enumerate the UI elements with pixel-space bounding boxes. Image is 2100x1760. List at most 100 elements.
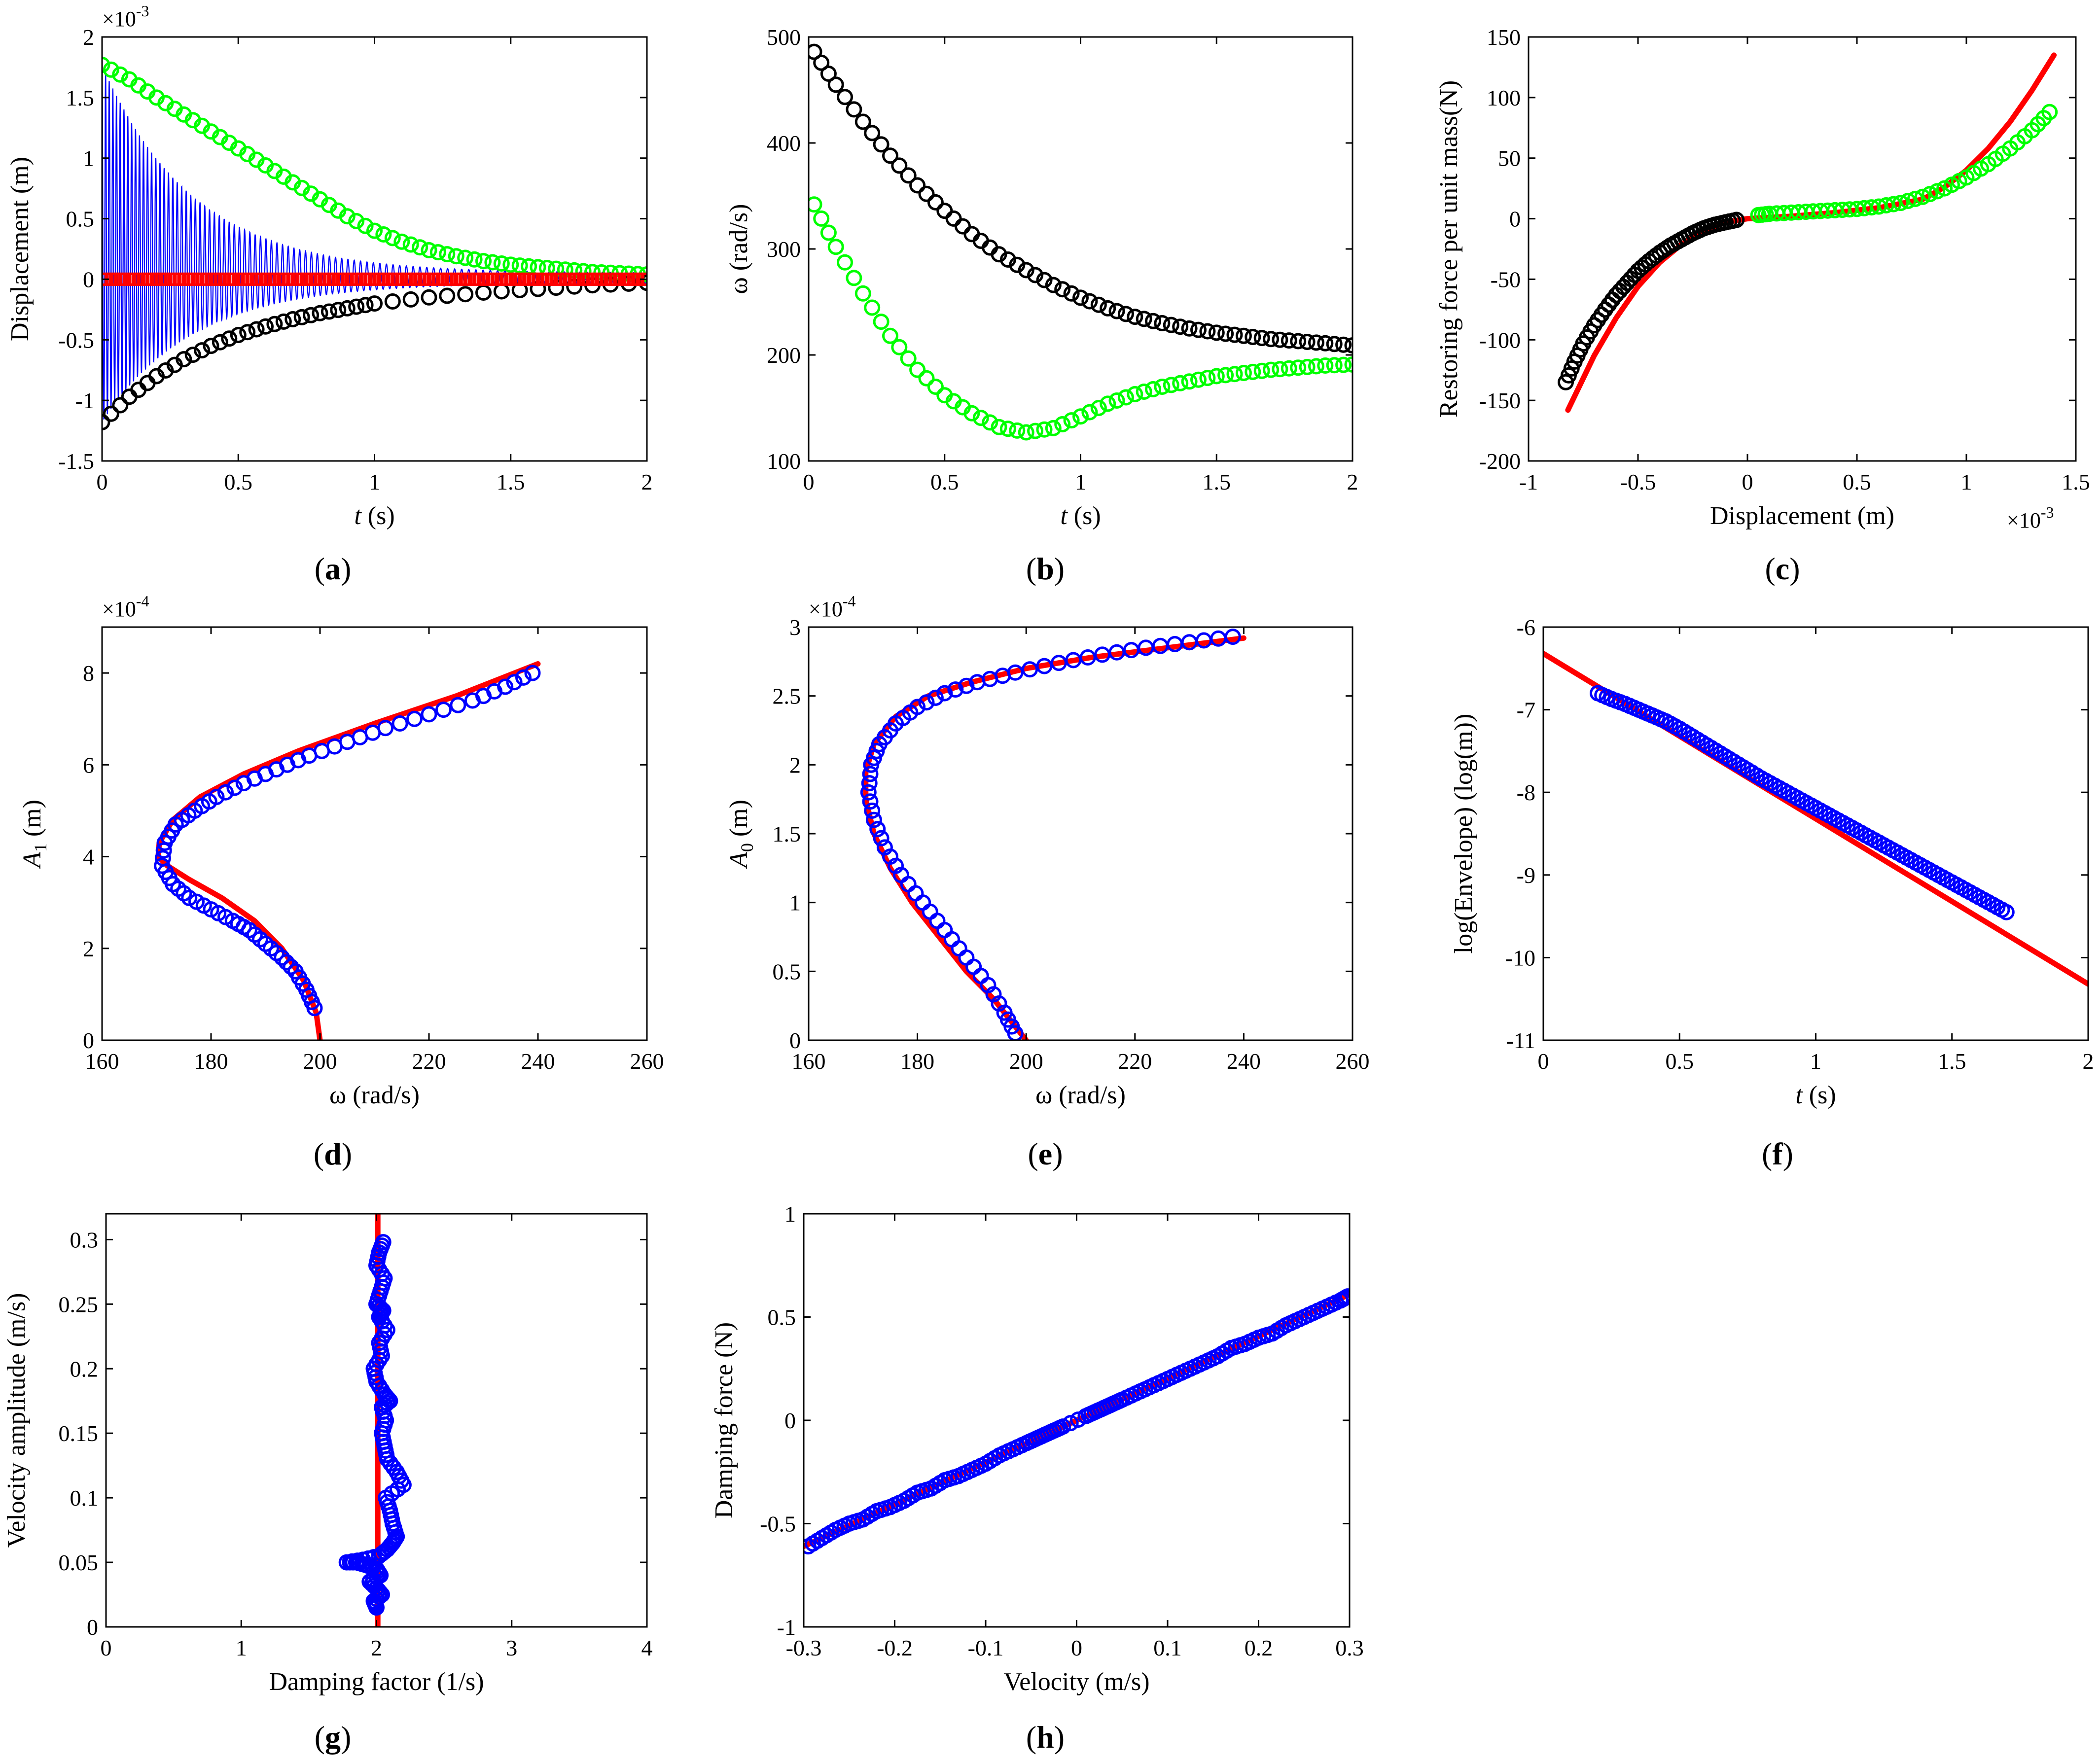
panel-paren: ( [1762, 1136, 1772, 1171]
panel-paren: ( [315, 1720, 325, 1755]
exponent-base: ×10 [2007, 508, 2041, 532]
data-point [155, 842, 172, 859]
panel-letter: g [325, 1720, 341, 1755]
data-point [1100, 395, 1116, 412]
fit-line [155, 661, 541, 1040]
plot-area [154, 661, 541, 1040]
axes-box [808, 36, 1353, 462]
data-point [402, 291, 419, 308]
y-tick-label: 0.25 [59, 1292, 99, 1317]
data-point [1263, 331, 1280, 348]
y-axis-label: log(Envelope) (log(m)) [1450, 714, 1478, 954]
data-point [1224, 629, 1241, 645]
data-point [869, 821, 886, 838]
data-point [1290, 333, 1307, 350]
chart-b: 0 0.5 1 1.5 2 100 200 300 400 500 t (s) ω (rad/s) (b… [725, 25, 1358, 586]
data-point [375, 1234, 392, 1251]
axes-box [1542, 626, 2089, 1041]
data-point [421, 242, 437, 258]
data-point [2041, 104, 2058, 120]
data-point [945, 210, 962, 227]
data-point [230, 327, 247, 343]
x-axis-symbol: t [1060, 502, 1068, 530]
panel-label: (g) [315, 1720, 352, 1755]
chart-h: -0.3 -0.2 -0.1 0 0.1 0.2 0.3 -1 -0.5 0 0.5 1 Velocit… [710, 1201, 1364, 1755]
data-point [972, 410, 989, 426]
data-point [909, 699, 926, 715]
plot-area [1543, 651, 2088, 987]
data-point [102, 57, 110, 73]
axis-exponent: ×10-4 [102, 592, 149, 621]
data-point [194, 342, 211, 359]
data-point [466, 251, 483, 268]
x-tick-label: 1 [1961, 469, 1972, 494]
data-point [936, 922, 953, 938]
y-tick-label: 1.5 [66, 85, 95, 110]
data-point [1181, 320, 1198, 337]
data-point [1929, 183, 1946, 200]
data-point [221, 330, 238, 347]
panel-letter: c [1776, 551, 1789, 586]
data-point [375, 226, 392, 243]
data-point [366, 295, 383, 312]
plot-area [1558, 52, 2058, 413]
y-tick-label: 0 [784, 1408, 796, 1433]
axis-exponent: ×10-4 [809, 592, 855, 621]
data-point [344, 1553, 360, 1570]
data-point [112, 66, 129, 83]
x-tick-label: 0 [97, 469, 108, 494]
data-point [1290, 359, 1307, 376]
data-point [876, 839, 893, 856]
data-point [929, 913, 946, 929]
x-tick-label: 1.5 [497, 469, 525, 494]
axes-box [101, 626, 648, 1041]
y-tick-label: 2 [83, 936, 94, 961]
y-axis-label: ω (rad/s) [725, 204, 753, 294]
data-point [862, 793, 879, 810]
series-identified [860, 629, 1241, 1040]
series-linear-fit [1543, 651, 2088, 987]
panel-paren: ( [1765, 551, 1775, 586]
x-tick-label: 1 [369, 469, 380, 494]
data-point [944, 931, 960, 948]
x-tick-label: 260 [1336, 1049, 1370, 1074]
panel-label: (h) [1026, 1720, 1065, 1755]
panel-paren: ( [1028, 1136, 1038, 1171]
data-point [1235, 365, 1252, 381]
data-point [1022, 661, 1038, 678]
y-axis-label: Displacement (m) [6, 157, 34, 341]
series-backbone-fit [155, 661, 541, 1040]
x-tick-label: 1 [1075, 469, 1086, 494]
x-tick-label: 1.5 [1203, 469, 1231, 494]
x-tick-label: 2 [2083, 1049, 2094, 1074]
data-point [278, 954, 295, 971]
y-tick-label: -8 [1517, 780, 1535, 805]
plot-area [809, 43, 1353, 441]
x-tick-label: 0 [1071, 1635, 1082, 1660]
data-point [1072, 289, 1089, 306]
data-point [1299, 334, 1316, 350]
chart-f: 0 0.5 1 1.5 2 -11 -10 -9 -8 -7 -6 t (s) log(Envelope… [1450, 615, 2094, 1171]
x-tick-label: 1.5 [2062, 469, 2090, 494]
x-tick-label: 1 [1810, 1049, 1821, 1074]
data-point [1326, 336, 1343, 352]
panel-paren: ) [1052, 1136, 1063, 1171]
data-point [918, 370, 935, 387]
data-point [882, 147, 898, 164]
data-point [421, 706, 437, 723]
data-point [860, 784, 877, 801]
data-point [515, 669, 532, 686]
data-point [963, 405, 980, 422]
panel-paren: ( [1026, 1720, 1036, 1755]
y-tick-label: 0 [83, 1028, 94, 1053]
panel-letter: b [1036, 551, 1054, 586]
data-point [927, 194, 944, 211]
data-point [1062, 1415, 1079, 1432]
data-point [1136, 384, 1152, 400]
data-point [1027, 267, 1044, 283]
data-point [854, 285, 871, 302]
data-point [1072, 408, 1089, 425]
y-tick-label: -10 [1505, 945, 1535, 970]
data-point [837, 89, 853, 106]
y-axis-unit: (m) [725, 800, 753, 843]
